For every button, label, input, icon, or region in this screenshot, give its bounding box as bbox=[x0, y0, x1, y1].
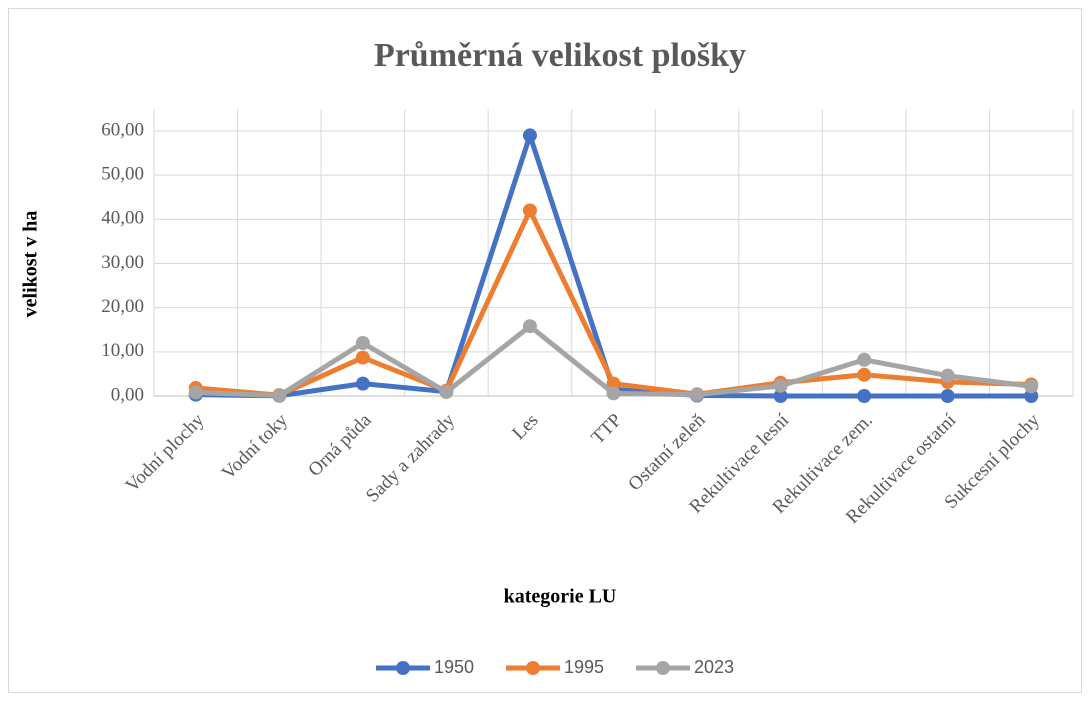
point bbox=[1024, 389, 1039, 403]
point bbox=[355, 350, 370, 365]
y-tick-label: 50,00 bbox=[101, 164, 144, 185]
point bbox=[940, 389, 955, 403]
point bbox=[857, 389, 872, 403]
y-tick-label: 0,00 bbox=[111, 384, 144, 405]
legend-label: 2023 bbox=[694, 657, 734, 677]
point bbox=[522, 128, 537, 143]
legend-marker bbox=[396, 661, 410, 675]
point bbox=[857, 367, 872, 382]
chart-frame bbox=[8, 8, 1082, 693]
point bbox=[355, 336, 370, 350]
x-axis-label: kategorie LU bbox=[504, 586, 617, 608]
legend-marker bbox=[656, 661, 670, 675]
point bbox=[857, 352, 872, 367]
y-tick-label: 10,00 bbox=[101, 340, 144, 361]
point bbox=[439, 385, 454, 400]
point bbox=[1024, 379, 1039, 394]
y-axis-label: velikost v ha bbox=[20, 211, 42, 318]
point bbox=[773, 389, 788, 403]
y-tick-label: 60,00 bbox=[101, 119, 144, 140]
legend-label: 1995 bbox=[564, 657, 604, 677]
point bbox=[522, 203, 537, 218]
point bbox=[188, 385, 203, 400]
point bbox=[522, 319, 537, 334]
legend-label: 1950 bbox=[434, 657, 474, 677]
point bbox=[773, 378, 788, 393]
point bbox=[272, 388, 287, 403]
point bbox=[690, 387, 705, 402]
y-tick-label: 20,00 bbox=[101, 296, 144, 317]
point bbox=[940, 368, 955, 383]
point bbox=[606, 386, 621, 401]
chart-title: Průměrná velikost plošky bbox=[374, 37, 746, 74]
y-tick-label: 30,00 bbox=[101, 252, 144, 273]
point bbox=[355, 376, 370, 391]
legend-marker bbox=[526, 661, 540, 675]
y-tick-label: 40,00 bbox=[101, 208, 144, 229]
point bbox=[606, 376, 621, 391]
